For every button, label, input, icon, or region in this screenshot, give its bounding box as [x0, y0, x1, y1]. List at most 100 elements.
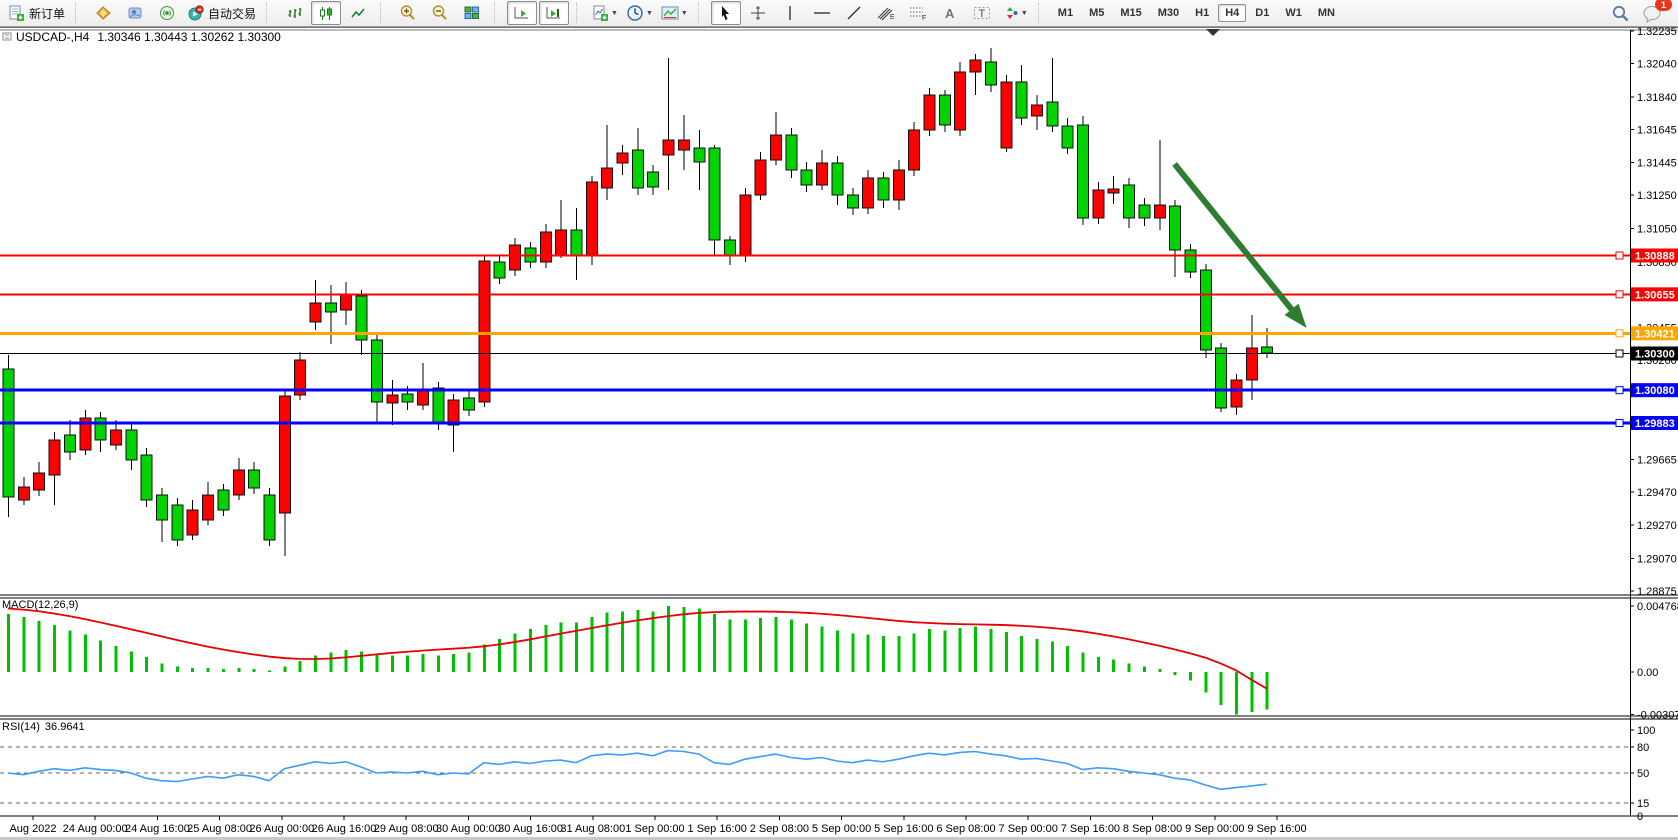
time-tick: 26 Aug 00:00 [249, 823, 314, 835]
vertical-line-button[interactable] [775, 1, 805, 25]
rsi-axis-tick: 50 [1637, 768, 1649, 780]
hline-handle[interactable] [1615, 329, 1624, 338]
auto-scroll-button[interactable] [507, 1, 538, 25]
trend-arrow-head[interactable] [1284, 303, 1307, 328]
indicators-button[interactable]: ▼ [589, 1, 621, 25]
price-tick: 1.29070 [1637, 554, 1677, 566]
timeframe-H4[interactable]: H4 [1218, 4, 1247, 22]
vertical-line-icon [784, 5, 796, 21]
templates-icon [661, 6, 679, 21]
hline-handle[interactable] [1615, 386, 1624, 395]
tile-windows-button[interactable] [457, 1, 487, 25]
price-tag [1631, 346, 1678, 361]
price-tag-text: 1.30888 [1635, 251, 1675, 263]
price-tag [1631, 416, 1678, 430]
equidistant-channel-button[interactable]: E [871, 1, 901, 25]
macd-label: MACD(12,26,9) [2, 599, 78, 611]
time-tick: 25 Aug 08:00 [187, 823, 252, 835]
crosshair-icon [750, 5, 766, 21]
auto-scroll-icon [513, 5, 531, 22]
price-tick: 1.32235 [1637, 27, 1677, 38]
price-tick: 1.29270 [1637, 520, 1677, 532]
price-tick: 1.31645 [1637, 124, 1677, 136]
hline-handle[interactable] [1615, 251, 1624, 260]
chart-shift-button[interactable] [539, 1, 570, 25]
horizontal-line-button[interactable] [807, 1, 837, 25]
hline-handle[interactable] [1615, 419, 1624, 427]
toolbar-separator [697, 3, 706, 23]
time-tick: 1 Sep 16:00 [688, 823, 747, 835]
time-tick: 9 Sep 00:00 [1185, 823, 1244, 835]
text-label-icon: T [973, 5, 991, 21]
toolbar-separator [1037, 3, 1046, 23]
zoom-out-icon [431, 4, 449, 22]
time-tick: 2 Sep 08:00 [750, 823, 809, 835]
time-tick: 24 Aug 00:00 [63, 823, 128, 835]
candlestick-chart-button[interactable] [311, 1, 342, 25]
signals-icon [159, 5, 176, 22]
price-tag-text: 1.30300 [1635, 349, 1675, 361]
time-tick: 9 Sep 16:00 [1247, 823, 1306, 835]
trend-arrow[interactable] [1172, 162, 1301, 319]
svg-text:A: A [945, 6, 955, 21]
crosshair-button[interactable] [743, 1, 773, 25]
hline-handle[interactable] [1615, 290, 1624, 299]
price-tag [1631, 326, 1678, 341]
periods-clock-icon [626, 4, 644, 22]
price-tick: 1.29665 [1637, 454, 1677, 466]
candlestick-chart-icon [318, 5, 335, 22]
time-tick: Aug 2022 [9, 823, 56, 835]
timeframe-H1[interactable]: H1 [1195, 7, 1210, 19]
time-tick: 8 Sep 08:00 [1123, 823, 1182, 835]
chart-window[interactable]: 1.32235 1.32040 1.31840 1.31645 1.31445 1.312… [0, 26, 1678, 840]
timeframe-M15[interactable]: M15 [1120, 7, 1142, 19]
hline-handle[interactable] [1615, 349, 1624, 358]
bar-chart-button[interactable] [279, 1, 309, 25]
market-watch-icon [95, 5, 112, 22]
timeframe-MN[interactable]: MN [1317, 7, 1335, 19]
price-axis[interactable]: 1.32235 1.32040 1.31840 1.31645 1.31445 1.312… [1630, 26, 1678, 823]
line-chart-button[interactable] [343, 1, 373, 25]
arrows-button[interactable]: ▼ [999, 1, 1031, 25]
strategy-tester-button[interactable] [120, 1, 150, 25]
cursor-icon [718, 5, 733, 21]
macd-histogram [7, 606, 1269, 715]
new-order-button[interactable]: 新订单 [5, 1, 68, 25]
templates-button[interactable]: ▼ [658, 1, 691, 25]
zoom-in-button[interactable] [393, 1, 423, 25]
text-label-button[interactable]: T [967, 1, 997, 25]
cursor-button[interactable] [710, 1, 741, 25]
price-tick: 1.28875 [1637, 586, 1677, 598]
price-tag-text: 1.29883 [1635, 418, 1675, 430]
indicators-icon [592, 5, 609, 22]
zoom-out-button[interactable] [425, 1, 455, 25]
periods-button[interactable]: ▼ [623, 1, 656, 25]
search-button[interactable] [1605, 1, 1635, 25]
autotrade-button[interactable]: 自动交易 [184, 1, 259, 25]
toolbar-separator [380, 3, 388, 23]
text-button[interactable]: A [935, 1, 965, 25]
line-chart-icon [350, 5, 367, 22]
timeframe-M1[interactable]: M1 [1057, 7, 1074, 19]
chart-title: USDCAD-,H4 1.30346 1.30443 1.30262 1.3030… [16, 30, 281, 44]
chart-shift-marker[interactable] [1206, 29, 1220, 36]
price-tick: 1.31840 [1637, 92, 1677, 104]
signals-button[interactable] [152, 1, 182, 25]
autotrade-label: 自动交易 [208, 6, 257, 21]
price-tick: 1.31050 [1637, 224, 1677, 236]
fibonacci-button[interactable]: F [903, 1, 933, 25]
chart-title-icon [2, 32, 12, 41]
timeframe-D1[interactable]: D1 [1255, 7, 1270, 19]
market-watch-button[interactable] [88, 1, 118, 25]
notifications-button[interactable]: 1 [1637, 0, 1672, 25]
trendline-button[interactable] [839, 1, 869, 25]
svg-text:T: T [978, 8, 985, 20]
rsi-axis-tick: 15 [1637, 798, 1649, 810]
timeframe-M5[interactable]: M5 [1089, 7, 1105, 19]
rsi-axis-tick: 100 [1637, 725, 1655, 737]
trendline-icon [846, 5, 862, 21]
time-tick: 1 Sep 00:00 [625, 823, 684, 835]
timeframe-M30[interactable]: M30 [1157, 7, 1180, 19]
timeframe-W1[interactable]: W1 [1285, 7, 1302, 19]
